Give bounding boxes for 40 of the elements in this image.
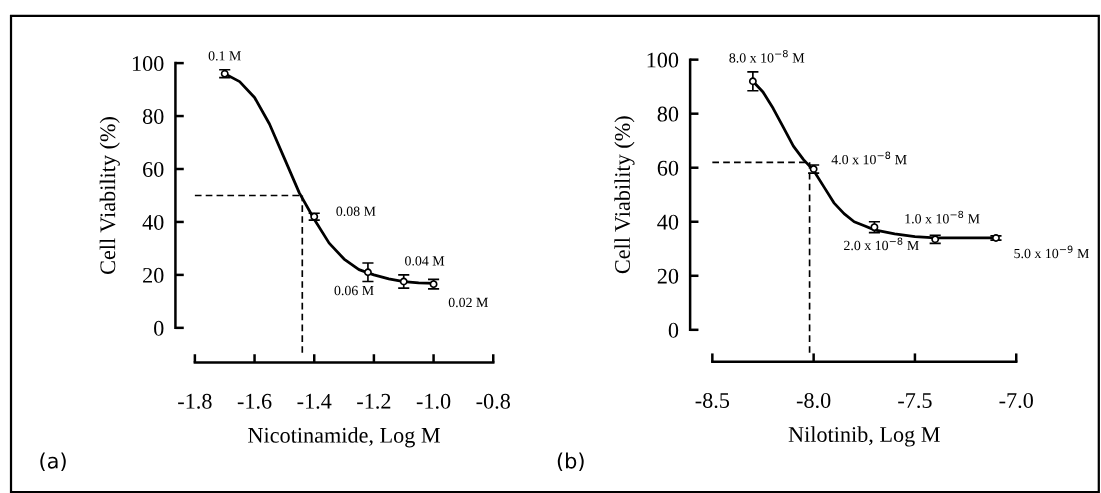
annotation: 4.0 x 10$^{−8}$ M [831, 151, 907, 165]
annotation: 0.1 M [208, 51, 241, 61]
x-tick-label: -1.4 [297, 393, 332, 409]
y-tick-label: 40 [657, 214, 679, 230]
annotation: 0.08 M [336, 206, 376, 217]
x-axis-title: Nilotinib, Log M [788, 426, 940, 447]
annotation: 5.0 x 10$^{−9}$ M [1014, 245, 1089, 259]
y-tick-label: 40 [142, 214, 164, 230]
x-tick-label: -0.8 [476, 393, 510, 409]
y-tick-label: 0 [154, 320, 164, 336]
x-tick-label: -1.8 [178, 393, 212, 409]
y-tick-label: 80 [142, 108, 164, 124]
point [748, 77, 757, 86]
y-tick-label: 20 [657, 268, 679, 284]
x-tick-label: -7.5 [898, 393, 932, 409]
y-axis-title: Cell Viability (%) [614, 116, 635, 274]
annotation: 0.04 M [405, 256, 445, 266]
annotation: 0.06 M [334, 285, 374, 296]
x-tick-label: -1.6 [237, 393, 272, 409]
y-tick-label: 100 [132, 56, 164, 72]
y-tick-label: 60 [657, 160, 679, 176]
point [363, 268, 372, 277]
x-tick-label: -1.0 [416, 393, 451, 409]
annotation: 8.0 x 10$^{−8}$ M [729, 49, 805, 63]
annotation: 0.02 M [448, 297, 488, 308]
y-tick-label: 20 [143, 267, 164, 283]
x-tick-label: -8.0 [796, 392, 831, 409]
text: (a) [40, 452, 66, 472]
text: (b) [557, 452, 584, 472]
y-tick-label: 60 [143, 161, 164, 177]
annotation: 2.0 x 10$^{−8}$ M [844, 237, 919, 251]
y-tick-label: 80 [657, 106, 679, 122]
x-tick-label: -7.0 [999, 392, 1033, 409]
y-axis-title: Cell Viability (%) [99, 117, 120, 274]
x-tick-label: -1.2 [357, 393, 391, 409]
x-axis-title: Nicotinamide, Log M [248, 427, 440, 448]
x-tick-label: -8.5 [695, 392, 730, 409]
y-tick-label: 100 [647, 52, 679, 68]
annotation: 1.0 x 10$^{−8}$ M [905, 210, 980, 224]
y-tick-label: 0 [668, 322, 679, 338]
